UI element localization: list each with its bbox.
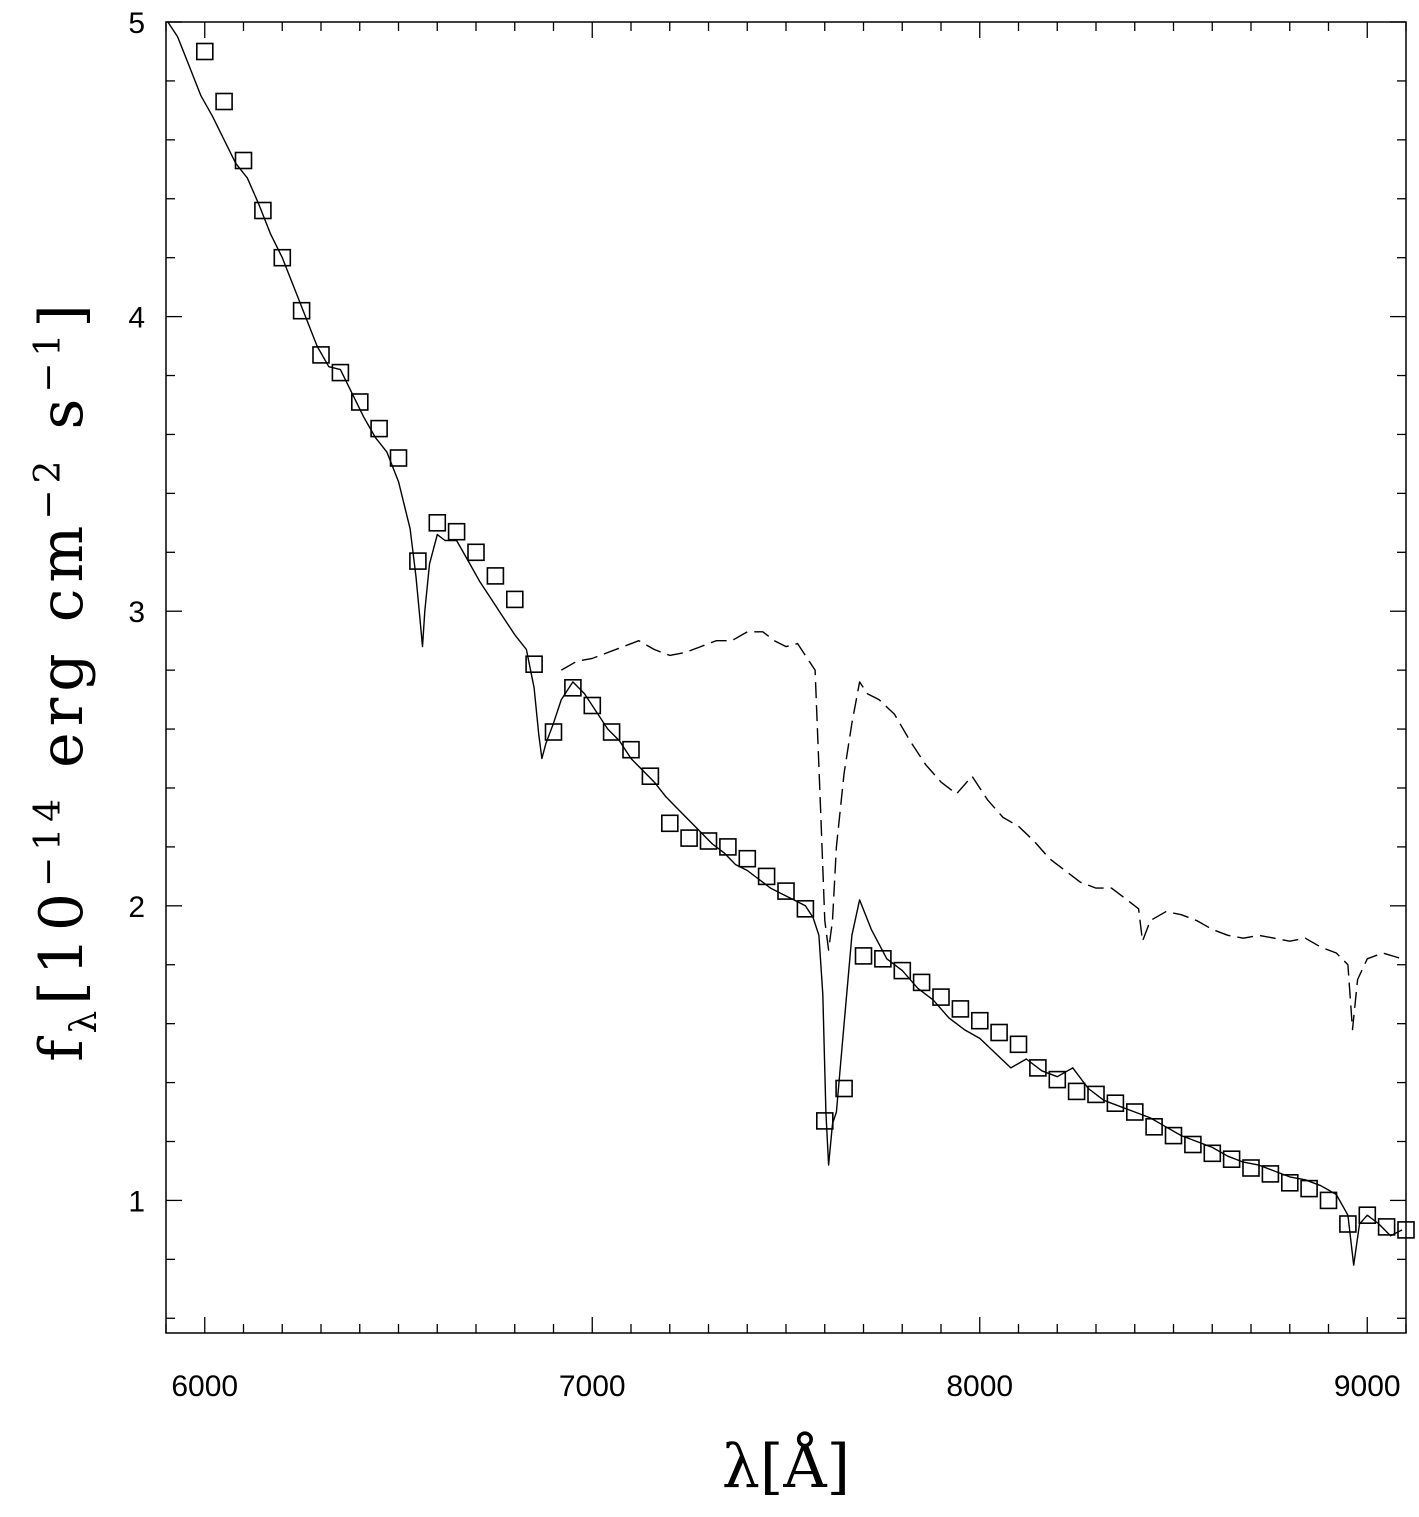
data-point-marker [1067,1082,1086,1101]
y-axis-title-middle: erg cm [27,520,97,793]
y-tick-label: 1 [128,1185,145,1218]
data-point-marker [1222,1150,1241,1168]
data-point-marker [932,988,950,1006]
series-markers [196,42,1415,1239]
data-point-marker [409,552,427,570]
series-line-solid [167,21,1403,1266]
plot-frame [165,21,1407,1334]
data-point-marker [428,513,447,532]
data-point-marker [757,867,776,886]
data-point-marker [544,723,563,741]
data-point-marker [505,590,524,609]
data-point-marker [1261,1165,1280,1183]
data-point-marker [1281,1174,1299,1192]
data-point-marker [1126,1103,1144,1121]
data-point-marker [583,696,602,715]
tick-layer [165,21,1407,1333]
x-tick-label: 9000 [1334,1370,1401,1403]
data-point-marker [254,201,272,220]
data-point-marker [641,767,660,786]
data-point-marker [292,301,311,320]
data-point-marker [815,1112,834,1130]
y-axis-title: fλ[10−14 erg cm−2 s−1] [27,298,105,1062]
data-point-marker [893,961,912,980]
data-point-marker [719,838,737,856]
data-point-marker [1087,1085,1105,1104]
y-axis-title-exp2: −2 [28,455,69,520]
y-axis-title-middle2: s [27,393,97,455]
data-point-marker [1377,1218,1396,1236]
data-point-marker [1300,1179,1318,1198]
data-point-marker [1319,1191,1338,1210]
data-point-marker [1358,1206,1377,1224]
data-point-marker [564,678,582,697]
y-axis-title-prefix: f [27,1034,97,1062]
data-point-marker [312,346,330,364]
data-point-marker [331,363,350,382]
data-point-marker [680,829,698,847]
y-tick-label: 4 [128,302,145,335]
data-point-marker [1184,1135,1202,1154]
data-point-marker [796,899,815,918]
data-point-marker [912,973,931,992]
data-point-marker [389,449,408,467]
data-point-marker [699,832,718,850]
x-axis-title: λ[Å] [722,1431,850,1502]
data-point-marker [1242,1159,1260,1177]
data-point-marker [602,723,621,741]
data-point-marker [854,947,873,965]
data-point-marker [215,92,233,111]
data-point-marker [1106,1094,1125,1112]
data-point-marker [970,1011,989,1030]
label-layer: 6000 7000 8000 9000 1 2 3 4 5 [128,7,1400,1403]
data-point-marker [350,393,369,411]
data-point-marker [990,1023,1008,1042]
data-point-marker [1029,1059,1047,1077]
data-point-marker [370,419,388,438]
y-axis-title-exp1: −14 [28,793,69,887]
data-point-marker [1203,1144,1222,1163]
data-point-marker [777,882,795,900]
y-tick-label: 5 [128,7,145,40]
series-line-dashed [560,631,1403,1031]
data-point-marker [1048,1070,1067,1089]
data-point-marker [1145,1118,1163,1136]
data-point-marker [951,1000,970,1018]
y-axis-title-suffix: ] [27,298,97,327]
data-point-marker [273,248,292,267]
y-tick-label: 3 [128,596,145,629]
data-point-marker [196,42,214,61]
data-point-marker [738,849,757,868]
data-point-marker [525,655,543,674]
x-tick-label: 6000 [171,1370,238,1403]
data-point-marker [486,567,505,585]
data-point-marker [447,522,466,541]
data-point-marker [467,543,485,562]
x-tick-label: 8000 [946,1370,1013,1403]
data-point-marker [622,740,640,759]
data-point-marker [660,814,679,833]
data-point-marker [1009,1035,1028,1054]
y-axis-title-exp3: −1 [28,328,69,393]
data-point-marker [1164,1126,1183,1145]
data-point-marker [874,949,892,968]
y-tick-label: 2 [128,891,145,924]
plot-layer [167,21,1415,1266]
data-point-marker [835,1079,853,1098]
y-axis-title-base: [10 [27,887,97,1005]
data-point-marker [234,151,253,170]
x-tick-label: 7000 [559,1370,626,1403]
data-point-marker [1339,1215,1357,1233]
y-axis-title-subscript: λ [64,1005,105,1034]
